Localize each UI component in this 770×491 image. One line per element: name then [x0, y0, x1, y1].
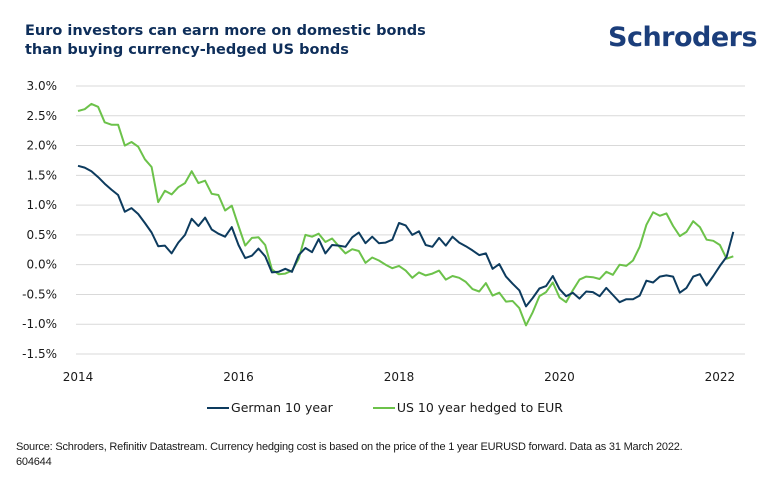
source-note: Source: Schroders, Refinitiv Datastream.… [16, 441, 683, 453]
y-tick-label: -0.5% [22, 287, 57, 301]
x-tick-label: 2020 [544, 370, 575, 384]
series-line-us-10-year-hedged [77, 102, 734, 327]
legend-label: US 10 year hedged to EUR [396, 400, 563, 415]
y-tick-label: 0.0% [27, 258, 58, 272]
footer: Source: Schroders, Refinitiv Datastream.… [16, 440, 761, 470]
series-lines [77, 102, 735, 327]
x-tick-label: 2022 [705, 370, 736, 384]
y-tick-label: 2.0% [27, 139, 58, 153]
y-axis-tick-labels: 3.0% 2.5% 2.0% 1.5% 1.0% 0.5% 0.0% -0.5% -1.0% -1… [22, 79, 57, 361]
legend: German 10 year US 10 year hedged to EUR [0, 400, 770, 415]
document-code: 604644 [16, 456, 52, 468]
legend-item-us-10-year-hedged: US 10 year hedged to EUR [372, 400, 563, 415]
y-tick-label: 1.5% [27, 168, 58, 182]
x-tick-label: 2016 [223, 370, 254, 384]
y-tick-label: 3.0% [27, 79, 58, 93]
y-tick-label: 1.0% [27, 198, 58, 212]
legend-label: German 10 year [231, 400, 333, 415]
y-tick-label: -1.5% [22, 347, 57, 361]
x-tick-label: 2014 [63, 370, 94, 384]
legend-swatch-us-hedged [372, 406, 395, 409]
y-tick-label: 0.5% [27, 228, 58, 242]
schroders-logo: Schroders [608, 22, 758, 53]
y-tick-label: -1.0% [22, 317, 57, 331]
x-tick-label: 2018 [384, 370, 415, 384]
legend-swatch-german [207, 406, 230, 409]
chart-title: Euro investors can earn more on domestic… [25, 23, 426, 58]
y-tick-label: 2.5% [27, 109, 58, 123]
line-chart: 3.0% 2.5% 2.0% 1.5% 1.0% 0.5% 0.0% -0.5% -1.0% -1… [22, 79, 745, 384]
gridlines [76, 85, 745, 355]
series-line-german-10-year [77, 164, 735, 308]
legend-item-german-10-year: German 10 year [207, 400, 333, 415]
x-axis-tick-labels: 2014 2016 2018 2020 2022 [63, 370, 735, 384]
